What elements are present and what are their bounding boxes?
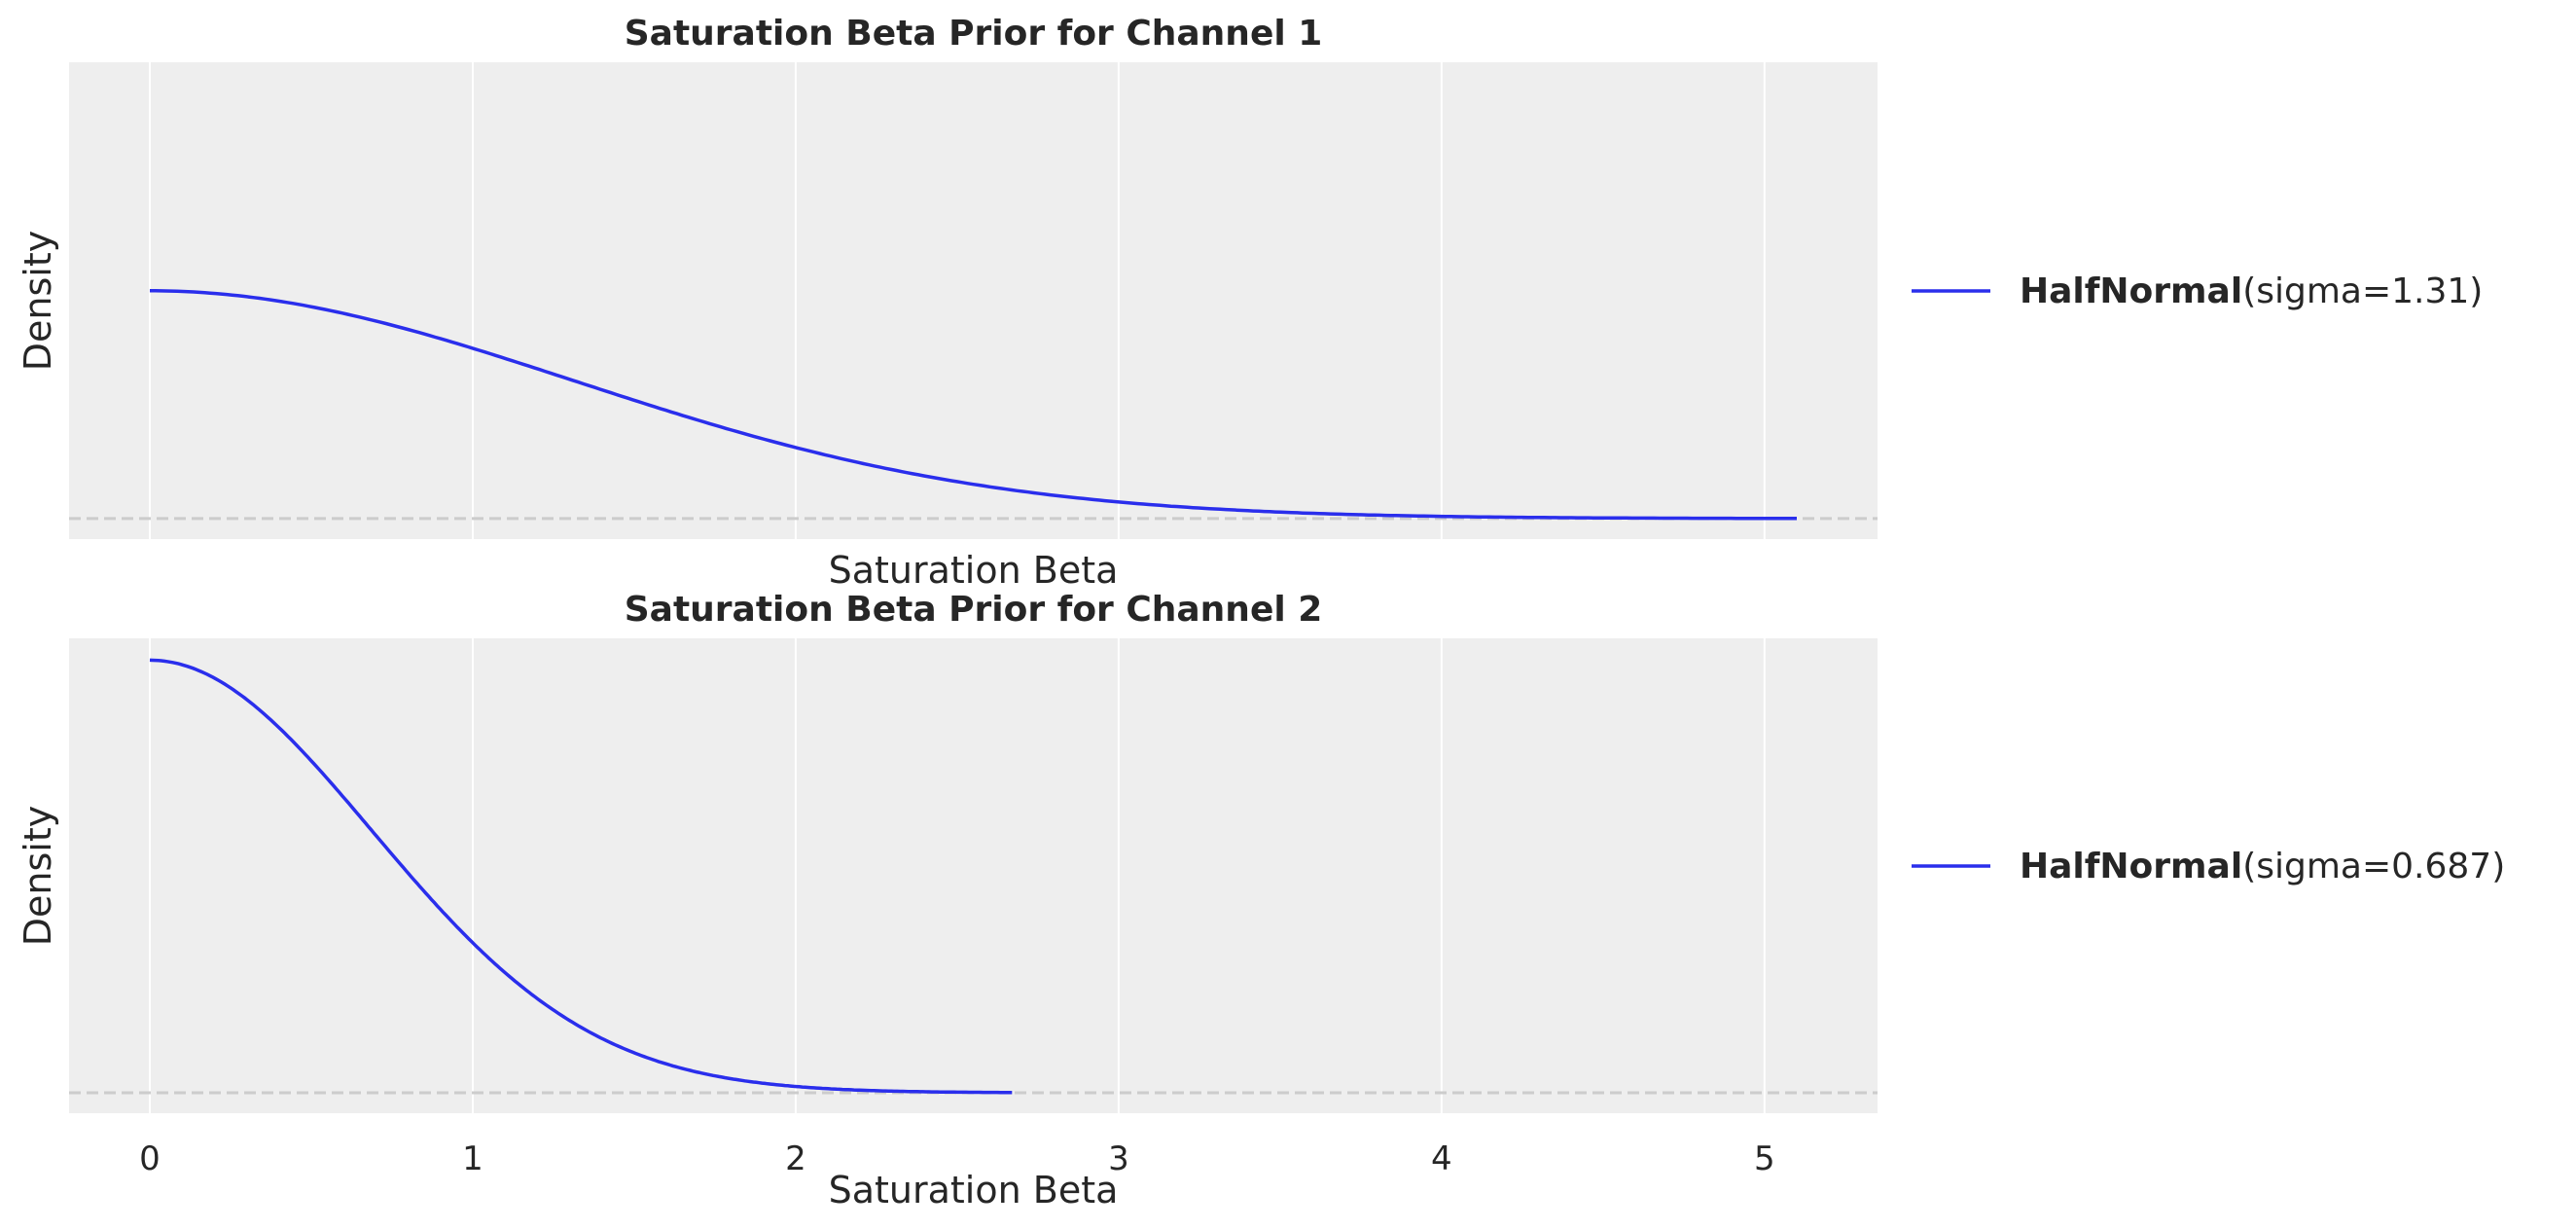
subplot-channel-1: Saturation Beta Prior for Channel 1 Satu… bbox=[17, 14, 2483, 592]
legend-entry-params: (sigma=0.687) bbox=[2242, 847, 2505, 886]
plot-area bbox=[69, 638, 1878, 1113]
x-tick-label: 1 bbox=[462, 1139, 483, 1178]
plot-area bbox=[69, 62, 1878, 539]
subplot-title: Saturation Beta Prior for Channel 2 bbox=[625, 590, 1323, 630]
subplot-title: Saturation Beta Prior for Channel 1 bbox=[625, 14, 1323, 54]
x-tick-label: 2 bbox=[785, 1139, 806, 1178]
legend: HalfNormal(sigma=0.687) bbox=[1912, 847, 2505, 886]
series-line bbox=[150, 289, 1797, 521]
x-tick-label: 0 bbox=[139, 1139, 161, 1178]
series-line bbox=[149, 658, 1013, 1095]
x-tick-label: 5 bbox=[1754, 1139, 1775, 1178]
grid bbox=[148, 62, 1766, 539]
x-tick-label: 3 bbox=[1108, 1139, 1129, 1178]
legend-entry-bold: HalfNormal bbox=[2020, 847, 2242, 886]
x-tick-label: 4 bbox=[1431, 1139, 1452, 1178]
y-axis-label: Density bbox=[17, 806, 59, 946]
x-axis-label: Saturation Beta bbox=[829, 1169, 1119, 1211]
subplot-channel-2: Saturation Beta Prior for Channel 2 Satu… bbox=[17, 590, 2505, 1211]
legend-entry-bold: HalfNormal bbox=[2020, 271, 2242, 311]
legend-entry: HalfNormal(sigma=1.31) bbox=[2020, 271, 2483, 311]
legend: HalfNormal(sigma=1.31) bbox=[1912, 271, 2483, 311]
x-tick-labels: 0 1 2 3 4 5 bbox=[139, 1139, 1774, 1178]
y-axis-label: Density bbox=[17, 231, 59, 371]
x-axis-label: Saturation Beta bbox=[829, 549, 1119, 592]
grid bbox=[148, 638, 1766, 1113]
legend-entry-params: (sigma=1.31) bbox=[2242, 271, 2483, 311]
legend-entry: HalfNormal(sigma=0.687) bbox=[2020, 847, 2505, 886]
